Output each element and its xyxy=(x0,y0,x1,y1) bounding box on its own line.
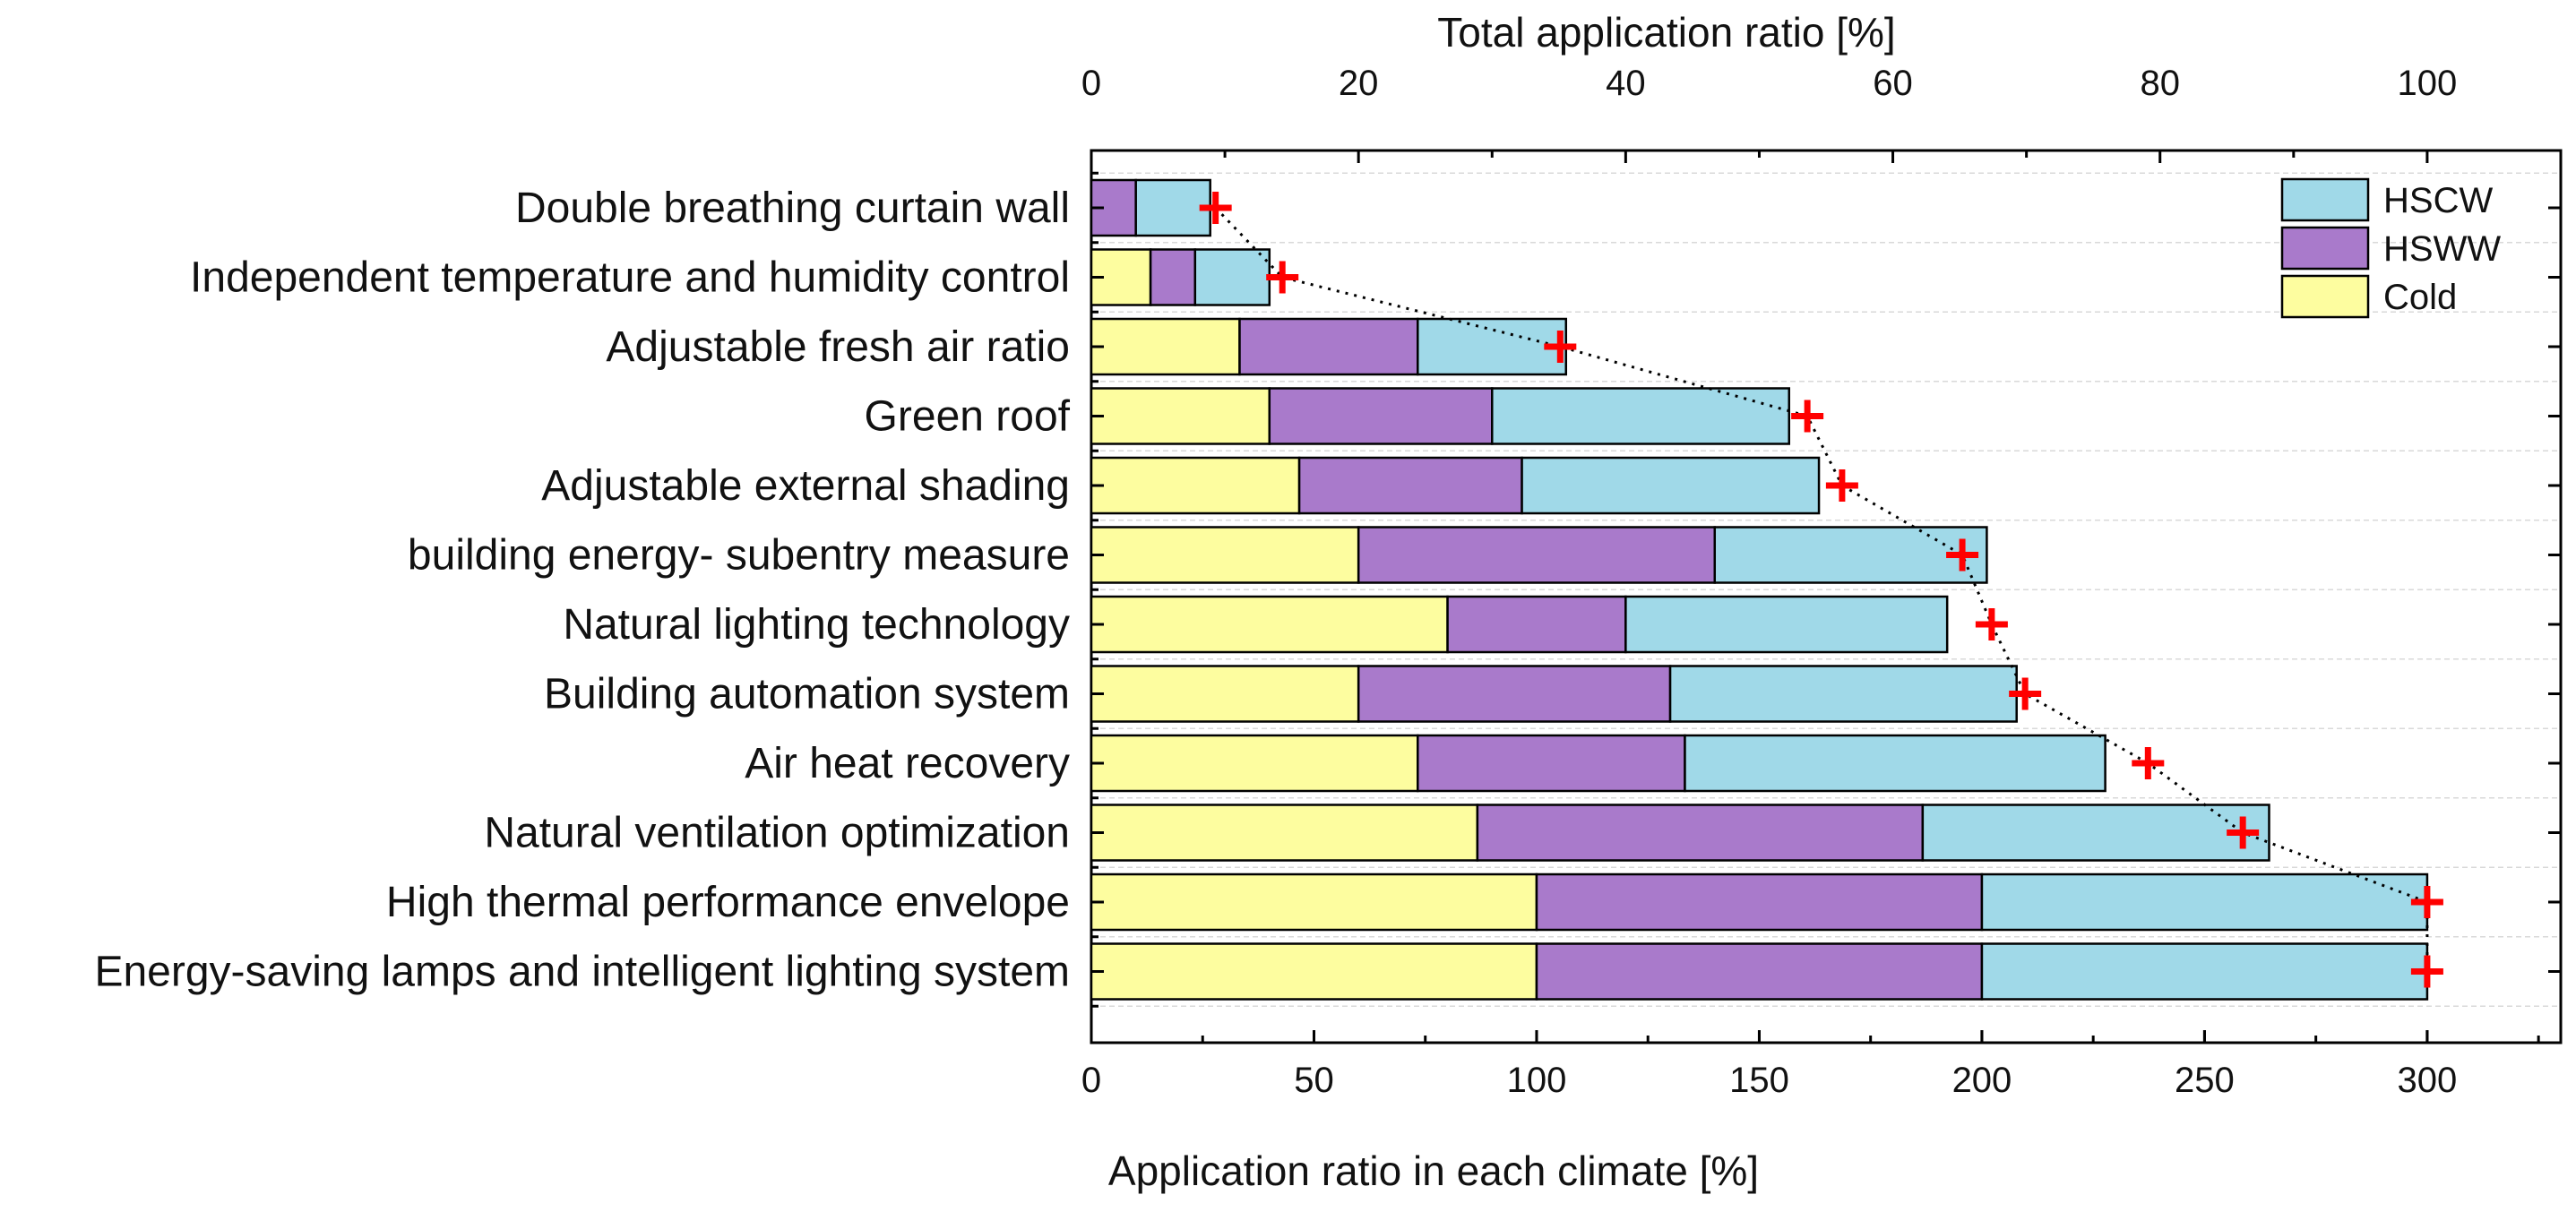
bar-cold xyxy=(1090,387,1271,445)
x-tick-label: 200 xyxy=(1952,1061,2012,1100)
total-ratio-line xyxy=(1214,206,2429,972)
bar-hsww xyxy=(1238,317,1419,376)
category-label: Natural lighting technology xyxy=(563,601,1070,649)
bar-hscw xyxy=(1521,456,1821,515)
total-ratio-marker xyxy=(1975,608,2008,640)
total-ratio-marker xyxy=(1199,192,1232,224)
bar-hscw xyxy=(1684,734,2106,793)
category-label: Natural ventilation optimization xyxy=(484,810,1070,857)
legend-swatch xyxy=(2280,274,2370,319)
x-tick-label: 0 xyxy=(1081,1061,1101,1100)
category-label: Independent temperature and humidity con… xyxy=(190,254,1070,302)
x-tick-label: 250 xyxy=(2175,1061,2235,1100)
x-tick-label: 100 xyxy=(1507,1061,1567,1100)
category-label: Double breathing curtain wall xyxy=(515,185,1070,232)
category-label: Green roof xyxy=(865,393,1071,441)
bar-hsww xyxy=(1268,387,1494,445)
gridlines xyxy=(1091,172,2561,1007)
bar-hscw xyxy=(1491,387,1791,445)
total-ratio-polyline xyxy=(1214,206,2429,972)
bar-hsww xyxy=(1535,942,1984,1001)
bar-hscw xyxy=(1134,178,1211,237)
x-axis-title: Application ratio in each climate [%] xyxy=(1108,1148,1759,1194)
category-label: Adjustable external shading xyxy=(541,462,1070,510)
total-ratio-marker xyxy=(2227,816,2260,849)
x-tick-label: 150 xyxy=(1729,1061,1789,1100)
x2-tick-label: 40 xyxy=(1606,64,1646,103)
category-label: Adjustable fresh air ratio xyxy=(606,323,1070,371)
bar-cold xyxy=(1090,317,1241,376)
x2-axis-title: Total application ratio [%] xyxy=(1437,9,1895,56)
total-ratio-marker xyxy=(1266,261,1299,294)
bar-hscw xyxy=(1624,595,1949,654)
category-label: Air heat recovery xyxy=(745,740,1070,787)
legend-label: Cold xyxy=(2383,278,2457,317)
total-ratio-marker xyxy=(1791,400,1824,433)
bar-hsww xyxy=(1476,804,1925,862)
bar-hscw xyxy=(1668,665,2018,723)
top-x-axis: 0 20 40 60 80 100 xyxy=(1081,64,2563,163)
bar-cold xyxy=(1090,872,1538,932)
bar-hsww xyxy=(1417,734,1686,793)
bar-cold xyxy=(1090,456,1301,515)
legend-label: HSCW xyxy=(2383,181,2493,220)
category-label: building energy- subentry measure xyxy=(408,532,1070,580)
bar-hscw xyxy=(1193,248,1271,306)
bar-hscw xyxy=(1713,526,1988,584)
x2-tick-label: 20 xyxy=(1339,64,1379,103)
bar-hsww xyxy=(1149,248,1197,306)
bar-hsww xyxy=(1357,526,1717,584)
bar-cold xyxy=(1090,526,1360,584)
bars xyxy=(1090,178,2429,1001)
y-axis: Double breathing curtain wall Independent… xyxy=(94,171,2561,1008)
total-ratio-marker xyxy=(1946,538,1979,572)
bar-hsww xyxy=(1446,595,1627,654)
legend-swatch xyxy=(2280,226,2370,271)
total-ratio-markers xyxy=(1199,192,2443,988)
bar-cold xyxy=(1090,665,1360,723)
x2-tick-label: 0 xyxy=(1081,64,1101,103)
bar-cold xyxy=(1090,942,1538,1001)
category-label: Building automation system xyxy=(544,671,1070,718)
total-ratio-marker xyxy=(2132,747,2165,779)
bar-hsww xyxy=(1535,872,1984,932)
bar-cold xyxy=(1090,804,1479,862)
bar-cold xyxy=(1090,734,1419,793)
total-ratio-marker xyxy=(2009,677,2042,710)
x-tick-label: 300 xyxy=(2398,1061,2458,1100)
category-label: High thermal performance envelope xyxy=(386,879,1070,926)
category-label: Energy-saving lamps and intelligent ligh… xyxy=(94,949,1070,996)
x-tick-label: 50 xyxy=(1294,1061,1334,1100)
bar-hscw xyxy=(1417,317,1568,376)
bar-hscw xyxy=(1921,804,2270,862)
bar-hsww xyxy=(1357,665,1672,723)
legend-label: HSWW xyxy=(2383,229,2501,269)
bar-hscw xyxy=(1980,942,2429,1001)
bar-hsww xyxy=(1297,456,1523,515)
bottom-x-axis: 0 50 100 150 200 250 300 xyxy=(1081,1030,2540,1100)
total-ratio-marker xyxy=(1544,331,1577,363)
x2-tick-label: 60 xyxy=(1873,64,1913,103)
x2-tick-label: 80 xyxy=(2140,64,2180,103)
bar-hscw xyxy=(1980,872,2429,932)
legend-swatch xyxy=(2280,177,2370,222)
bar-cold xyxy=(1090,595,1449,654)
total-ratio-marker xyxy=(1825,469,1858,502)
total-ratio-marker xyxy=(2410,886,2443,918)
total-ratio-marker xyxy=(2410,955,2443,988)
x2-tick-label: 100 xyxy=(2398,64,2458,103)
legend: HSCW HSWW Cold xyxy=(2280,177,2501,319)
